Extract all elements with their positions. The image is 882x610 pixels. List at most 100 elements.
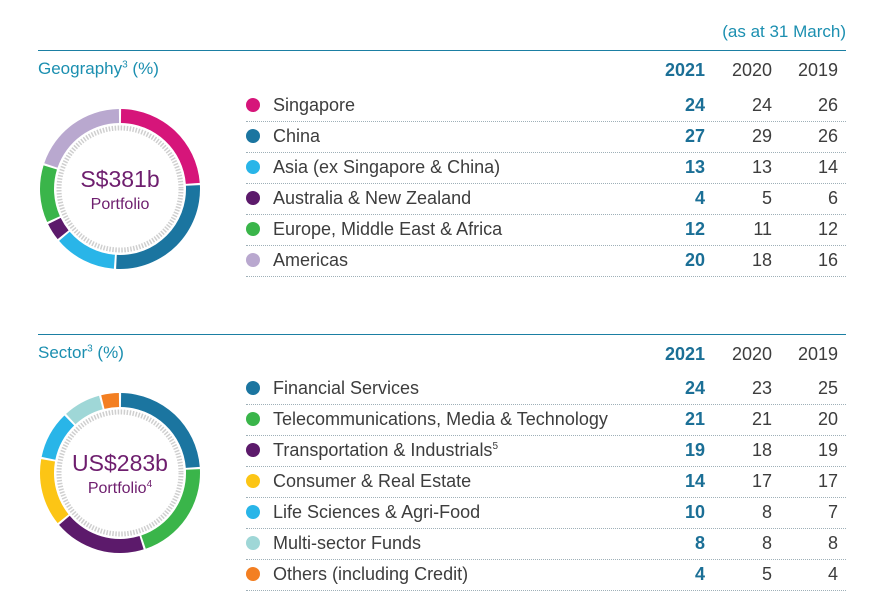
value-2019: 17	[817, 471, 838, 491]
donut-slice	[40, 165, 60, 223]
value-2020: 13	[751, 157, 772, 177]
donut-slice	[116, 185, 201, 269]
year-header-2021: 2021	[664, 60, 705, 80]
value-2021: 24	[684, 378, 705, 398]
table-row: Financial Services 24 23 25	[246, 373, 846, 405]
footnote-marker: 3	[122, 59, 128, 71]
category-label: Life Sciences & Agri-Food	[273, 502, 480, 523]
donut-slice	[66, 395, 103, 425]
section-title: Geography3 (%)	[38, 59, 159, 79]
value-2019: 19	[817, 440, 838, 460]
portfolio-label: Portfolio	[91, 196, 150, 213]
table-row: Transportation & Industrials5 19 18 19	[246, 435, 846, 467]
portfolio-value: S$381b	[80, 166, 159, 192]
legend-dot	[246, 412, 260, 426]
value-2021: 27	[684, 126, 705, 146]
legend-dot	[246, 505, 260, 519]
value-2019: 14	[817, 157, 838, 177]
section-rule	[38, 334, 846, 335]
donut-inner-ring	[56, 409, 184, 537]
value-2020: 24	[751, 95, 772, 115]
year-header-2019: 2019	[797, 344, 838, 364]
category-label-text: Transportation & Industrials	[273, 440, 493, 460]
value-2019: 26	[817, 126, 838, 146]
value-2019: 6	[827, 188, 838, 208]
value-2020: 5	[761, 564, 772, 584]
value-2020: 21	[751, 409, 772, 429]
value-2019: 20	[817, 409, 838, 429]
value-2021: 20	[684, 250, 705, 270]
legend-dot	[246, 381, 260, 395]
portfolio-value: US$283b	[72, 450, 168, 476]
legend-dot	[246, 191, 260, 205]
table-row: Asia (ex Singapore & China) 13 13 14	[246, 152, 846, 184]
category-label: Americas	[273, 250, 348, 271]
table-row: Consumer & Real Estate 14 17 17	[246, 466, 846, 498]
value-2021: 4	[694, 188, 705, 208]
legend-dot	[246, 160, 260, 174]
table-row: Telecommunications, Media & Technology 21…	[246, 404, 846, 436]
category-label: China	[273, 126, 320, 147]
value-2020: 17	[751, 471, 772, 491]
section-rule	[38, 50, 846, 51]
value-2021: 4	[694, 564, 705, 584]
value-2020: 23	[751, 378, 772, 398]
table-row: Multi-sector Funds 8 8 8	[246, 528, 846, 560]
value-2019: 12	[817, 219, 838, 239]
legend-dot	[246, 253, 260, 267]
section-title: Sector3 (%)	[38, 343, 124, 363]
value-2019: 26	[817, 95, 838, 115]
table-row: Americas 20 18 16	[246, 245, 846, 277]
donut-slice	[44, 109, 120, 168]
category-label: Multi-sector Funds	[273, 533, 421, 554]
table-row: China 27 29 26	[246, 121, 846, 153]
donut-slice	[48, 217, 69, 240]
category-label-text: China	[273, 126, 321, 146]
donut-chart: S$381b Portfolio	[40, 109, 201, 269]
category-label: Transportation & Industrials5	[273, 440, 498, 461]
category-label-text: Multi-sector Funds	[273, 533, 422, 553]
category-label: Consumer & Real Estate	[273, 471, 471, 492]
donut-chart: US$283b Portfolio4	[39, 393, 201, 553]
legend-dot	[246, 98, 260, 112]
value-2019: 4	[827, 564, 838, 584]
legend-dot	[246, 129, 260, 143]
donut-slice	[120, 109, 200, 184]
value-2020: 8	[761, 533, 772, 553]
legend-dot	[246, 443, 260, 457]
footnote-marker: 5	[492, 441, 498, 452]
value-2019: 16	[817, 250, 838, 270]
donut-slice	[59, 515, 144, 553]
category-label: Singapore	[273, 95, 355, 116]
category-label: Europe, Middle East & Africa	[273, 219, 502, 240]
section-unit: (%)	[92, 343, 124, 362]
category-label-text: Life Sciences & Agri-Food	[273, 502, 481, 522]
value-2021: 12	[684, 219, 705, 239]
year-header-2019: 2019	[797, 60, 838, 80]
donut-slice	[120, 393, 200, 468]
value-2020: 5	[761, 188, 772, 208]
value-2020: 8	[761, 502, 772, 522]
category-label: Asia (ex Singapore & China)	[273, 157, 500, 178]
donut-slice	[59, 231, 115, 269]
value-2020: 11	[753, 219, 772, 239]
table-row: Europe, Middle East & Africa 12 11 12	[246, 214, 846, 246]
section-unit: (%)	[127, 59, 159, 78]
year-header-2020: 2020	[731, 344, 772, 364]
legend-dot	[246, 222, 260, 236]
category-label-text: Australia & New Zealand	[273, 188, 472, 208]
section-title-text: Sector	[38, 343, 88, 362]
value-2019: 7	[827, 502, 838, 522]
legend-dot	[246, 567, 260, 581]
category-label-text: Europe, Middle East & Africa	[273, 219, 503, 239]
category-label-text: Asia (ex Singapore & China)	[273, 157, 501, 177]
value-2021: 19	[684, 440, 705, 460]
as-at-note: (as at 31 March)	[722, 22, 846, 41]
value-2021: 14	[684, 471, 705, 491]
value-2020: 18	[751, 250, 772, 270]
category-label-text: Americas	[273, 250, 349, 270]
category-label-text: Others (including Credit)	[273, 564, 469, 584]
value-2019: 25	[817, 378, 838, 398]
donut-slice	[101, 393, 120, 409]
category-label-text: Financial Services	[273, 378, 420, 398]
